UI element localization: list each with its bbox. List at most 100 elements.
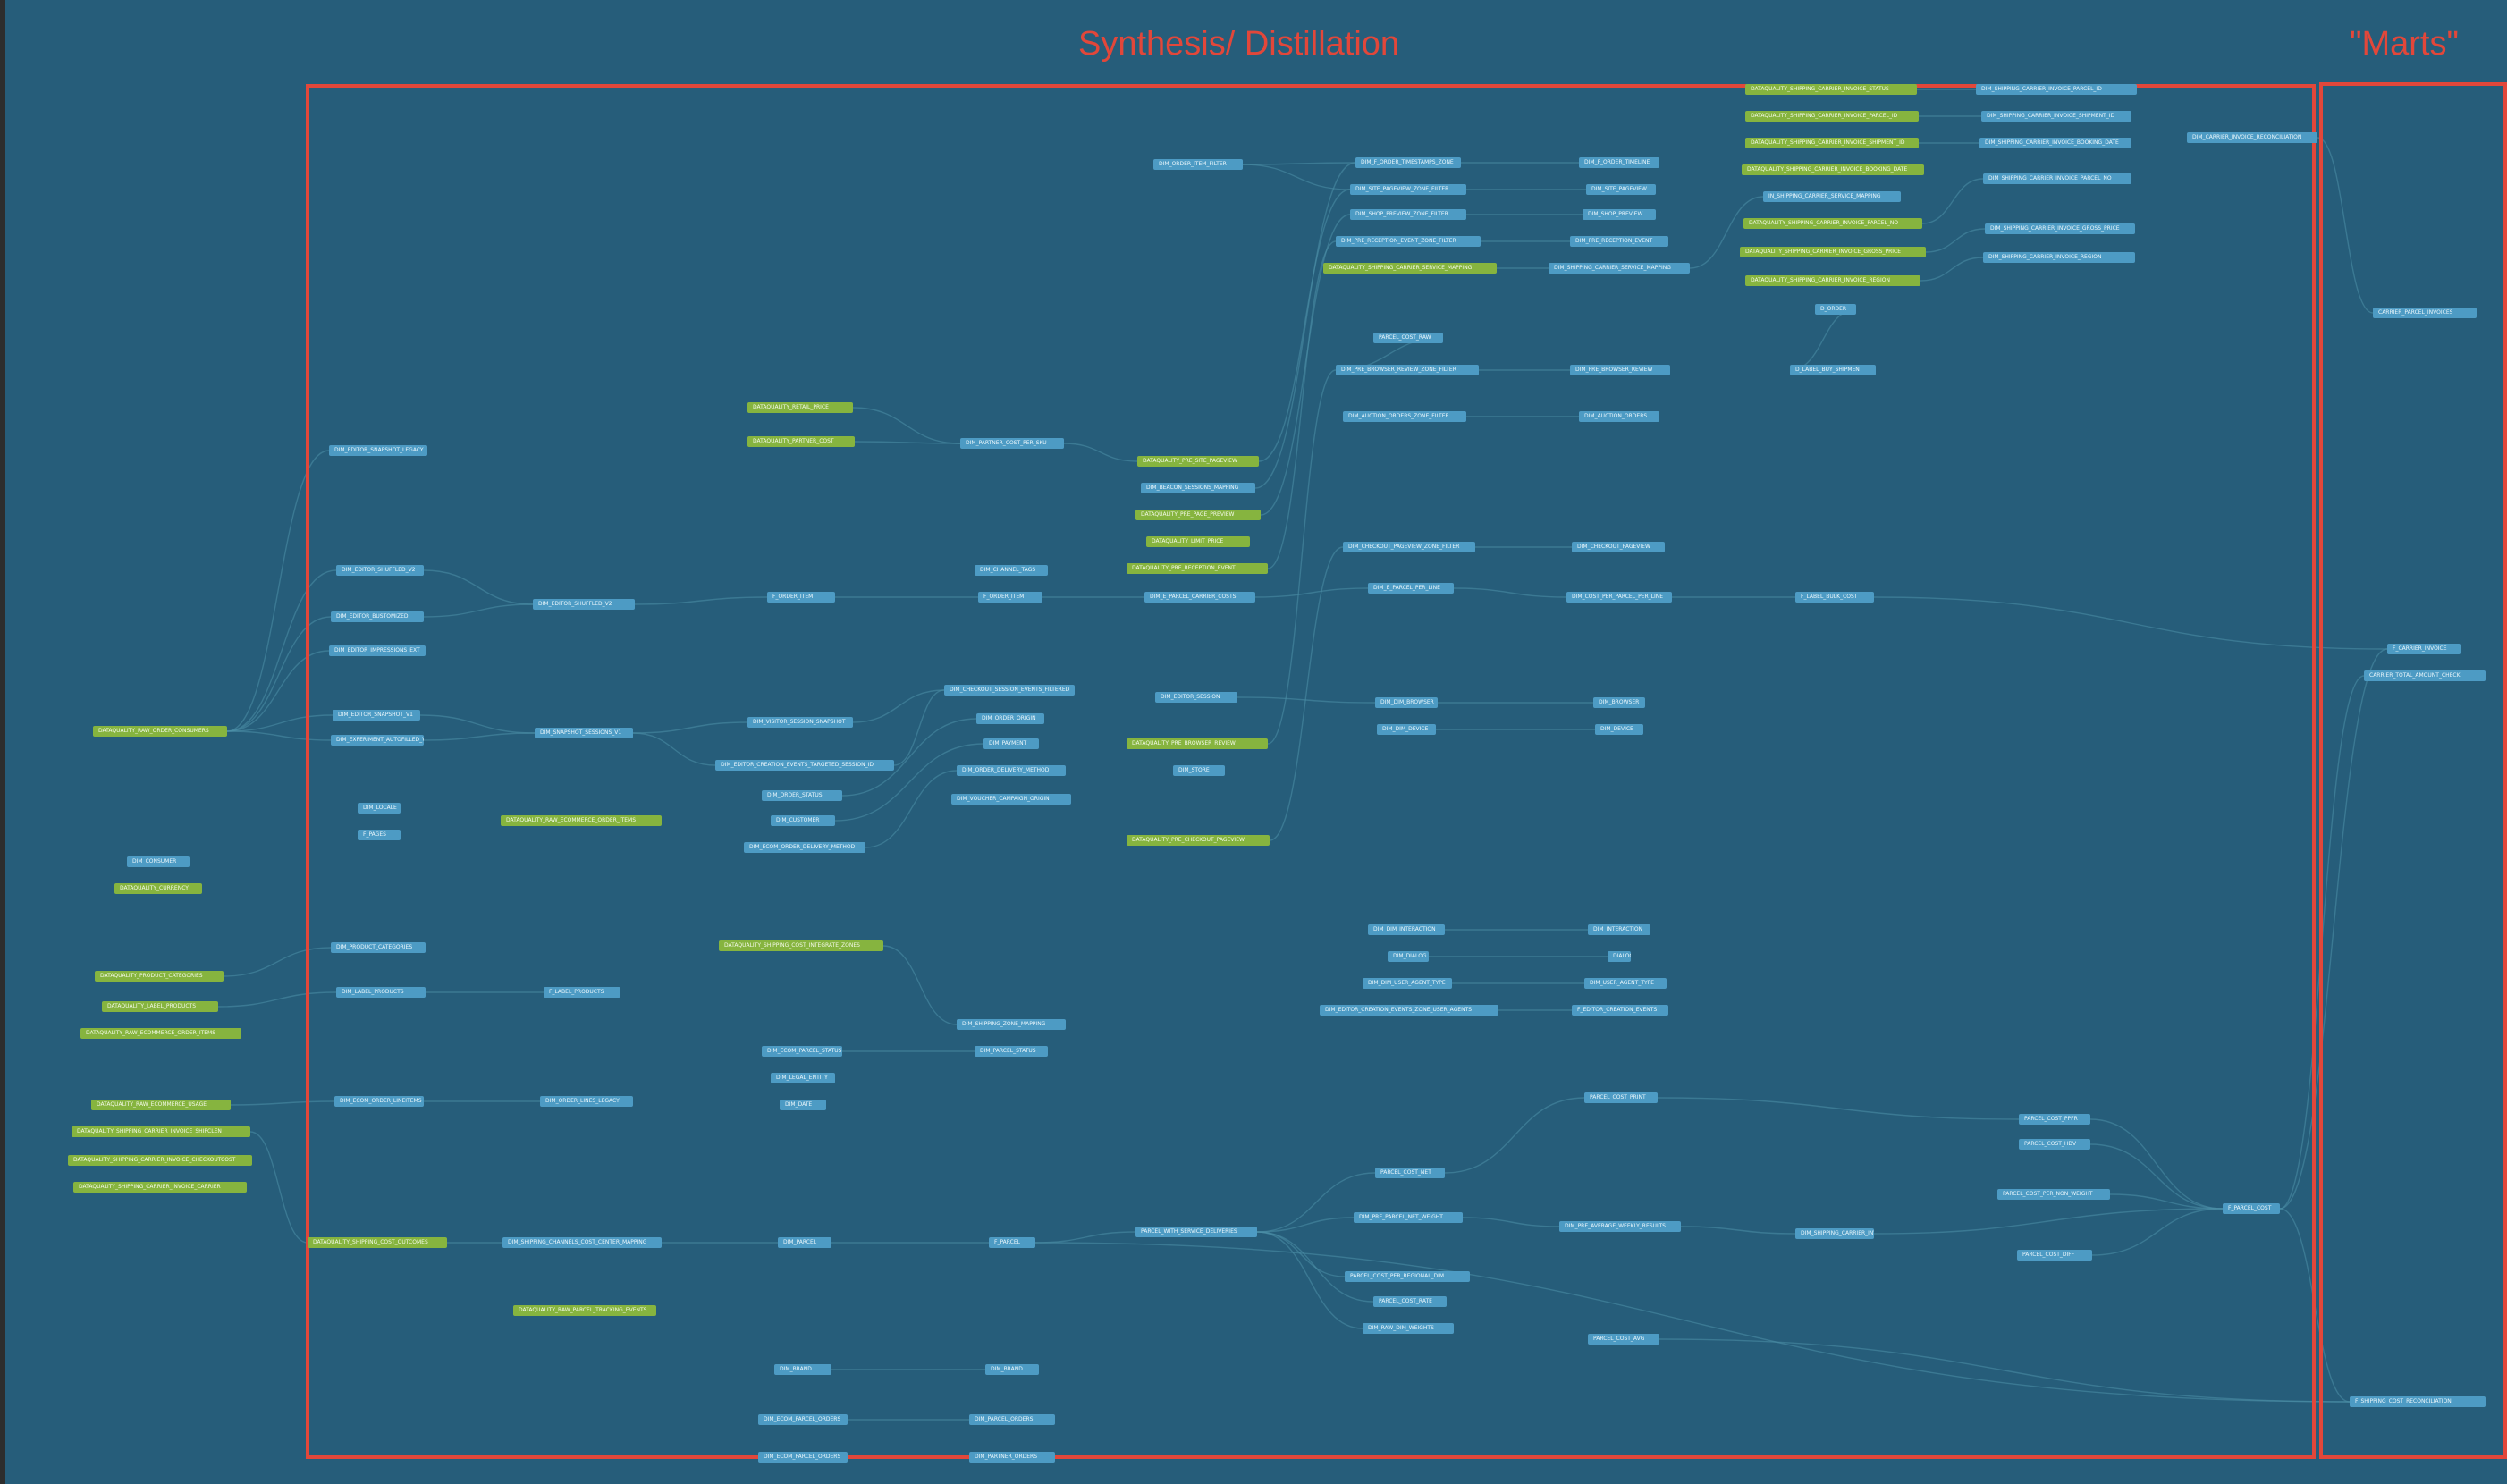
model-node[interactable]: DIM_SHIPPING_CARRIER_INVOICE_PARCEL_NO	[1983, 173, 2131, 184]
model-node[interactable]: DIM_CHECKOUT_PAGEVIEW	[1572, 542, 1665, 552]
model-node[interactable]: DIM_PRE_PARCEL_NET_WEIGHT	[1354, 1212, 1463, 1223]
model-node[interactable]: DIM_ECOM_ORDER_LINEITEMS	[334, 1096, 424, 1107]
model-node[interactable]: DIM_EDITOR_SNAPSHOT_LEGACY	[329, 445, 427, 456]
model-node[interactable]: DIM_CHANNEL_TAGS	[975, 565, 1048, 576]
model-node[interactable]: PARCEL_COST_RAW	[1373, 333, 1443, 343]
model-node[interactable]: DIM_AUCTION_ORDERS_ZONE_FILTER	[1343, 411, 1466, 422]
model-node[interactable]: DIM_E_PARCEL_PER_LINE	[1368, 583, 1454, 594]
model-node[interactable]: DIM_SHIPPING_CARRIER_INVOICE_PARCEL_ID	[1976, 84, 2137, 95]
model-node[interactable]: DIM_DIM_USER_AGENT_TYPE	[1363, 978, 1452, 989]
model-node[interactable]: DIM_ECOM_PARCEL_ORDERS	[758, 1452, 848, 1463]
model-node[interactable]: DIM_ECOM_ORDER_DELIVERY_METHOD	[744, 842, 865, 853]
test-node[interactable]: DATAQUALITY_PRE_SITE_PAGEVIEW	[1137, 456, 1259, 467]
test-node[interactable]: DATAQUALITY_SHIPPING_CARRIER_INVOICE_SHI…	[1745, 138, 1919, 148]
model-node[interactable]: F_SHIPPING_COST_RECONCILIATION	[2350, 1396, 2486, 1407]
model-node[interactable]: DIM_LEGAL_ENTITY	[771, 1073, 835, 1083]
model-node[interactable]: DIM_CONSUMER	[127, 856, 190, 867]
model-node[interactable]: IN_SHIPPING_CARRIER_SERVICE_MAPPING	[1763, 191, 1901, 202]
model-node[interactable]: F_PARCEL	[989, 1237, 1035, 1248]
test-node[interactable]: DATAQUALITY_RAW_ECOMMERCE_USAGE	[91, 1100, 231, 1110]
model-node[interactable]: DIALOG	[1608, 951, 1631, 962]
model-node[interactable]: DIM_EDITOR_IMPRESSIONS_EXT	[329, 645, 426, 656]
model-node[interactable]: DIM_DEVICE	[1595, 724, 1643, 735]
model-node[interactable]: DIM_E_PARCEL_CARRIER_COSTS	[1144, 592, 1255, 603]
model-node[interactable]: DIM_EDITOR_SHUFFLED_V2	[336, 565, 424, 576]
model-node[interactable]: DIM_LABEL_PRODUCTS	[336, 987, 426, 998]
model-node[interactable]: DIM_BROWSER	[1593, 697, 1645, 708]
model-node[interactable]: DIM_ORDER_STATUS	[762, 790, 842, 801]
model-node[interactable]: DIM_VOUCHER_CAMPAIGN_ORIGIN	[951, 794, 1071, 805]
model-node[interactable]: DIM_SHIPPING_CARRIER_INVOICE_BOOKING_DAT…	[1979, 138, 2131, 148]
test-node[interactable]: DATAQUALITY_SHIPPING_CARRIER_INVOICE_GRO…	[1740, 247, 1926, 257]
test-node[interactable]: DATAQUALITY_PRE_PAGE_PREVIEW	[1135, 510, 1261, 520]
model-node[interactable]: DIM_SHIPPING_CHANNELS_COST_CENTER_MAPPIN…	[502, 1237, 662, 1248]
model-node[interactable]: DIM_SHOP_PREVIEW	[1583, 209, 1656, 220]
model-node[interactable]: DIM_PARCEL_STATUS	[975, 1046, 1048, 1057]
model-node[interactable]: DIM_SNAPSHOT_SESSIONS_V1	[535, 728, 633, 738]
model-node[interactable]: DIM_BRAND	[774, 1364, 831, 1375]
model-node[interactable]: DIM_CHECKOUT_PAGEVIEW_ZONE_FILTER	[1343, 542, 1475, 552]
model-node[interactable]: DIM_ORDER_LINES_LEGACY	[540, 1096, 633, 1107]
model-node[interactable]: F_LABEL_BULK_COST	[1795, 592, 1874, 603]
model-node[interactable]: DIM_PAYMENT	[983, 738, 1039, 749]
model-node[interactable]: DIM_SHIPPING_ZONE_MAPPING	[957, 1019, 1066, 1030]
model-node[interactable]: DIM_EXPERIMENT_AUTOFILLED_V1	[331, 735, 424, 746]
model-node[interactable]: F_ORDER_ITEM	[767, 592, 835, 603]
model-node[interactable]: DIM_PARCEL_ORDERS	[969, 1414, 1055, 1425]
model-node[interactable]: DIM_PARCEL	[778, 1237, 831, 1248]
test-node[interactable]: DATAQUALITY_RAW_ECOMMERCE_ORDER_ITEMS	[80, 1028, 241, 1039]
model-node[interactable]: DIM_ECOM_PARCEL_STATUS	[762, 1046, 842, 1057]
test-node[interactable]: DATAQUALITY_RETAIL_PRICE	[747, 402, 853, 413]
test-node[interactable]: DATAQUALITY_SHIPPING_CARRIER_INVOICE_CAR…	[73, 1182, 247, 1193]
model-node[interactable]: DIM_SHIPPING_CARRIER_SERVICE_MAPPING	[1549, 263, 1690, 274]
model-node[interactable]: DIM_DATE	[780, 1100, 826, 1110]
test-node[interactable]: DATAQUALITY_LABEL_PRODUCTS	[102, 1001, 218, 1012]
model-node[interactable]: DIM_PARTNER_COST_PER_SKU	[960, 438, 1064, 449]
model-node[interactable]: CARRIER_TOTAL_AMOUNT_CHECK	[2364, 670, 2486, 681]
model-node[interactable]: DIM_EDITOR_BUSTOMIZED	[331, 611, 424, 622]
model-node[interactable]: DIM_CUSTOMER	[771, 815, 835, 826]
model-node[interactable]: PARCEL_COST_PER_REGIONAL_DIM	[1345, 1271, 1470, 1282]
model-node[interactable]: DIM_CARRIER_INVOICE_RECONCILIATION	[2187, 132, 2317, 143]
test-node[interactable]: DATAQUALITY_LIMIT_PRICE	[1146, 536, 1250, 547]
model-node[interactable]: DIM_ORDER_ITEM_FILTER	[1153, 159, 1243, 170]
model-node[interactable]: PARCEL_WITH_SERVICE_DELIVERIES	[1135, 1227, 1257, 1237]
model-node[interactable]: DIM_LOCALE	[358, 803, 401, 814]
model-node[interactable]: DIM_EDITOR_CREATION_EVENTS_TARGETED_SESS…	[715, 760, 894, 771]
model-node[interactable]: F_EDITOR_CREATION_EVENTS	[1572, 1005, 1668, 1016]
model-node[interactable]: DIM_EDITOR_CREATION_EVENTS_ZONE_USER_AGE…	[1320, 1005, 1498, 1016]
model-node[interactable]: DIM_DIM_DEVICE	[1377, 724, 1436, 735]
model-node[interactable]: PARCEL_COST_HDV	[2019, 1139, 2090, 1150]
model-node[interactable]: DIM_RAW_DIM_WEIGHTS	[1363, 1323, 1454, 1334]
model-node[interactable]: D_ORDER	[1815, 304, 1856, 315]
model-node[interactable]: F_ORDER_ITEM	[978, 592, 1042, 603]
model-node[interactable]: DIM_AUCTION_ORDERS	[1579, 411, 1659, 422]
test-node[interactable]: DATAQUALITY_PRE_CHECKOUT_PAGEVIEW	[1127, 835, 1270, 846]
model-node[interactable]: DIM_PARTNER_ORDERS	[969, 1452, 1055, 1463]
model-node[interactable]: F_LABEL_PRODUCTS	[544, 987, 620, 998]
model-node[interactable]: DIM_BRAND	[985, 1364, 1039, 1375]
model-node[interactable]: DIM_COST_PER_PARCEL_PER_LINE	[1566, 592, 1672, 603]
model-node[interactable]: PARCEL_COST_PPFR	[2019, 1114, 2090, 1125]
model-node[interactable]: DIM_INTERACTION	[1588, 924, 1650, 935]
model-node[interactable]: DIM_SHIPPING_CARRIER_INVOICE_REGION	[1983, 252, 2135, 263]
model-node[interactable]: DIM_ORDER_DELIVERY_METHOD	[957, 765, 1066, 776]
model-node[interactable]: DIM_EDITOR_SESSION	[1155, 692, 1237, 703]
model-node[interactable]: DIM_PRE_RECEPTION_EVENT_ZONE_FILTER	[1336, 236, 1481, 247]
model-node[interactable]: DIM_USER_AGENT_TYPE	[1584, 978, 1667, 989]
test-node[interactable]: DATAQUALITY_SHIPPING_CARRIER_INVOICE_BOO…	[1742, 164, 1924, 175]
test-node[interactable]: DATAQUALITY_SHIPPING_CARRIER_INVOICE_PAR…	[1743, 218, 1922, 229]
model-node[interactable]: PARCEL_COST_PER_NON_WEIGHT	[1997, 1189, 2110, 1200]
model-node[interactable]: DIM_PRE_BROWSER_REVIEW_ZONE_FILTER	[1336, 365, 1479, 375]
test-node[interactable]: DATAQUALITY_SHIPPING_CARRIER_SERVICE_MAP…	[1323, 263, 1497, 274]
test-node[interactable]: DATAQUALITY_RAW_ORDER_CONSUMERS	[93, 726, 227, 737]
test-node[interactable]: DATAQUALITY_PRE_BROWSER_REVIEW	[1127, 738, 1268, 749]
test-node[interactable]: DATAQUALITY_SHIPPING_CARRIER_INVOICE_SHI…	[72, 1126, 250, 1137]
model-node[interactable]: DIM_SHIPPING_CARRIER_INVOICE_SHIPMENT_ID	[1981, 111, 2131, 122]
model-node[interactable]: DIM_DIM_BROWSER	[1375, 697, 1438, 708]
model-node[interactable]: DIM_BEACON_SESSIONS_MAPPING	[1141, 483, 1255, 493]
model-node[interactable]: DIM_PRE_AVERAGE_WEEKLY_RESULTS	[1559, 1221, 1681, 1232]
model-node[interactable]: DIM_DIM_INTERACTION	[1368, 924, 1445, 935]
model-node[interactable]: DIM_SHIPPING_CARRIER_INVOICE_CONSOLIDATE…	[1795, 1228, 1874, 1239]
model-node[interactable]: PARCEL_COST_RATE	[1373, 1296, 1447, 1307]
